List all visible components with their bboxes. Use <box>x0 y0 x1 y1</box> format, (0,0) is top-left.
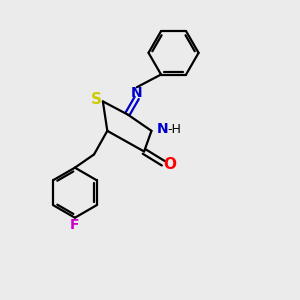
Text: -H: -H <box>168 123 182 136</box>
Text: N: N <box>131 85 142 100</box>
Text: O: O <box>163 157 176 172</box>
Text: N: N <box>157 122 168 136</box>
Text: S: S <box>91 92 102 107</box>
Text: F: F <box>70 218 80 232</box>
